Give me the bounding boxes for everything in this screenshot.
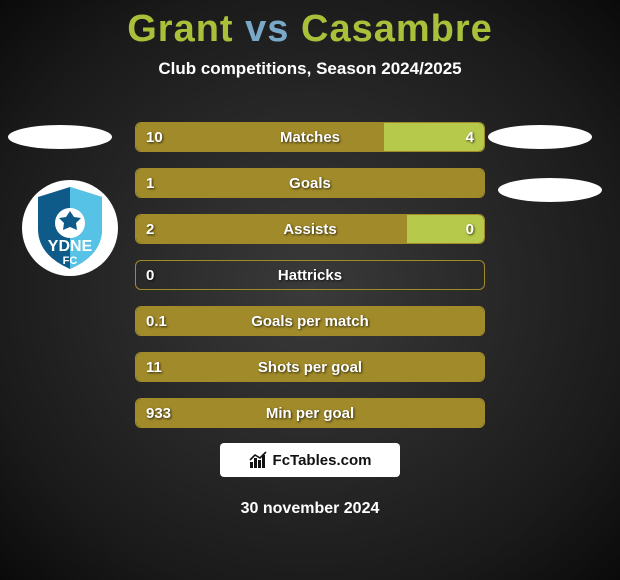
stat-bar-row: 0Hattricks: [135, 260, 485, 290]
stat-label: Goals: [136, 169, 484, 197]
title-vs: vs: [245, 8, 289, 50]
comparison-bars: 104Matches 1Goals 20Assists 0Hattricks 0.1Go…: [135, 122, 485, 444]
brand-badge[interactable]: FcTables.com: [220, 443, 400, 477]
stat-bar-row: 1Goals: [135, 168, 485, 198]
title-left: Grant: [127, 8, 233, 50]
stat-bar-row: 104Matches: [135, 122, 485, 152]
stat-label: Matches: [136, 123, 484, 151]
club-badge-icon: YDNE FC: [30, 183, 110, 273]
subtitle: Club competitions, Season 2024/2025: [0, 59, 620, 79]
badge-text-top: YDNE: [48, 238, 93, 255]
date-label: 30 november 2024: [0, 500, 620, 518]
brand-name: FcTables.com: [273, 452, 372, 469]
badge-text-bottom: FC: [63, 255, 78, 267]
stat-bar-row: 20Assists: [135, 214, 485, 244]
brand-logo-icon: [249, 451, 269, 469]
page-title: Grant vs Casambre: [0, 0, 620, 51]
title-right: Casambre: [301, 8, 493, 50]
stat-label: Hattricks: [136, 261, 484, 289]
stat-label: Min per goal: [136, 399, 484, 427]
stat-label: Assists: [136, 215, 484, 243]
decorative-ellipse-mr: [498, 178, 602, 202]
stat-label: Shots per goal: [136, 353, 484, 381]
decorative-ellipse-tl: [8, 125, 112, 149]
stat-bar-row: 933Min per goal: [135, 398, 485, 428]
club-badge: YDNE FC: [22, 180, 118, 276]
decorative-ellipse-tr: [488, 125, 592, 149]
stat-bar-row: 11Shots per goal: [135, 352, 485, 382]
stat-bar-row: 0.1Goals per match: [135, 306, 485, 336]
stat-label: Goals per match: [136, 307, 484, 335]
